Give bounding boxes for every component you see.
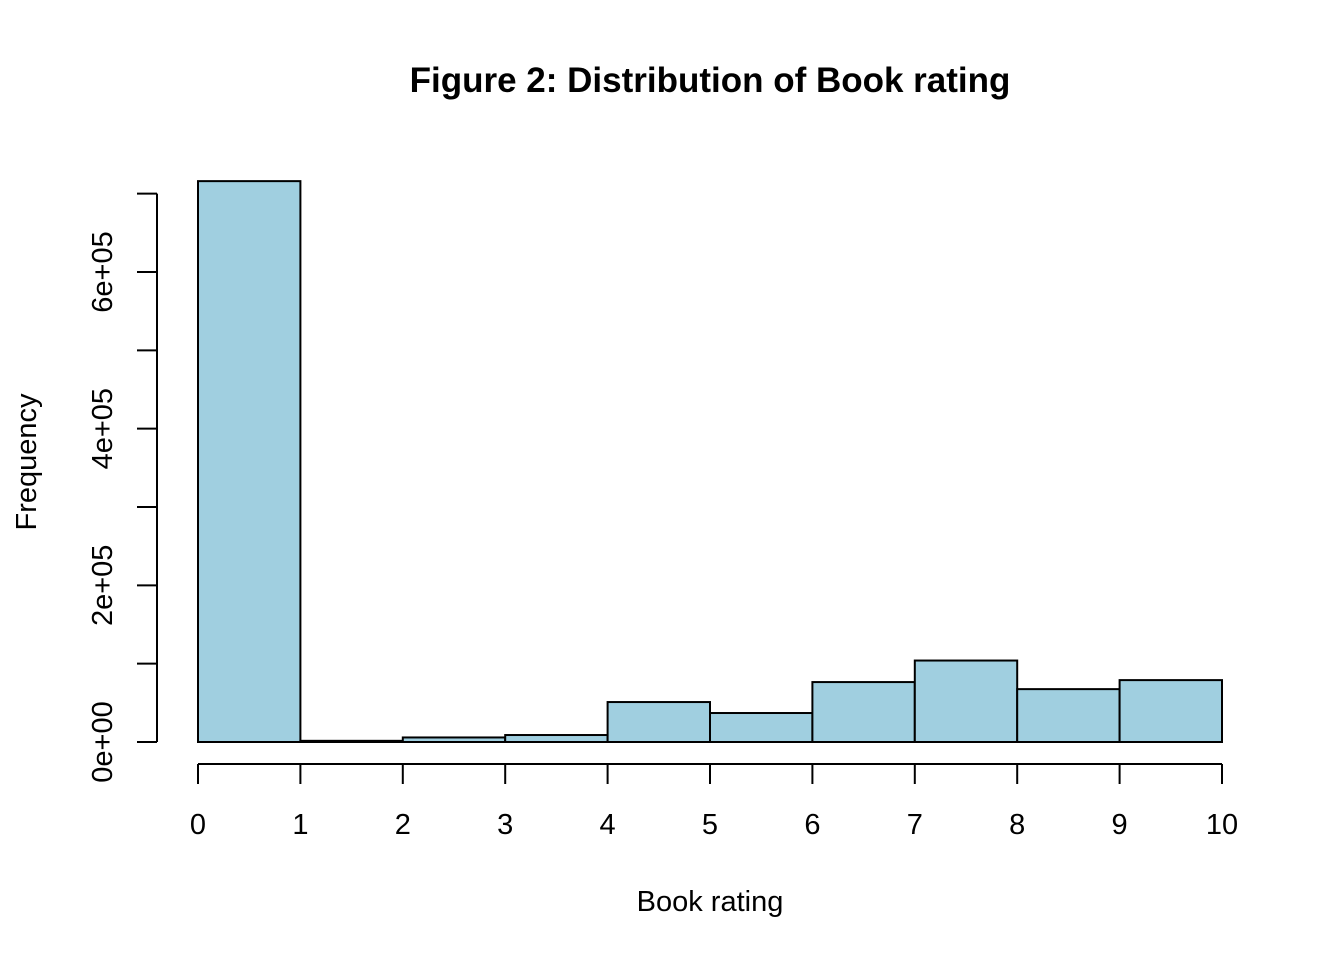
histogram-bar: [1016, 688, 1121, 744]
x-tick-label: 10: [1206, 809, 1238, 841]
chart-title: Figure 2: Distribution of Book rating: [410, 61, 1011, 100]
y-axis-label: Frequency: [11, 393, 43, 531]
histogram-bar: [401, 736, 507, 743]
y-tick-label: 2e+05: [87, 545, 119, 626]
x-tick-label: 2: [395, 809, 411, 841]
x-axis-label: Book rating: [637, 886, 784, 918]
x-tick-label: 6: [804, 809, 820, 841]
x-tick-label: 0: [190, 809, 206, 841]
histogram-bar: [606, 701, 711, 743]
histogram-bar: [299, 739, 404, 744]
histogram-bar: [913, 659, 1019, 744]
histogram-bar: [504, 734, 609, 744]
histogram-bar: [1118, 679, 1223, 744]
y-tick-label: 4e+05: [87, 388, 119, 469]
histogram-bar: [811, 681, 916, 743]
x-tick-label: 5: [702, 809, 718, 841]
histogram-bar: [709, 712, 814, 743]
bars-group: [197, 180, 1223, 744]
x-tick-label: 1: [292, 809, 308, 841]
x-tick-label: 4: [600, 809, 616, 841]
x-tick-label: 8: [1009, 809, 1025, 841]
y-axis: 0e+00 2e+05 4e+05 6e+05: [87, 192, 158, 783]
y-tick-label: 6e+05: [87, 231, 119, 312]
x-axis: 0 1 2 3 4 5 6 7 8 9 10: [190, 763, 1238, 841]
y-tick-label: 0e+00: [87, 701, 119, 782]
x-tick-label: 3: [497, 809, 513, 841]
histogram-bar: [197, 180, 302, 743]
x-tick-label: 9: [1112, 809, 1128, 841]
x-tick-label: 7: [907, 809, 923, 841]
